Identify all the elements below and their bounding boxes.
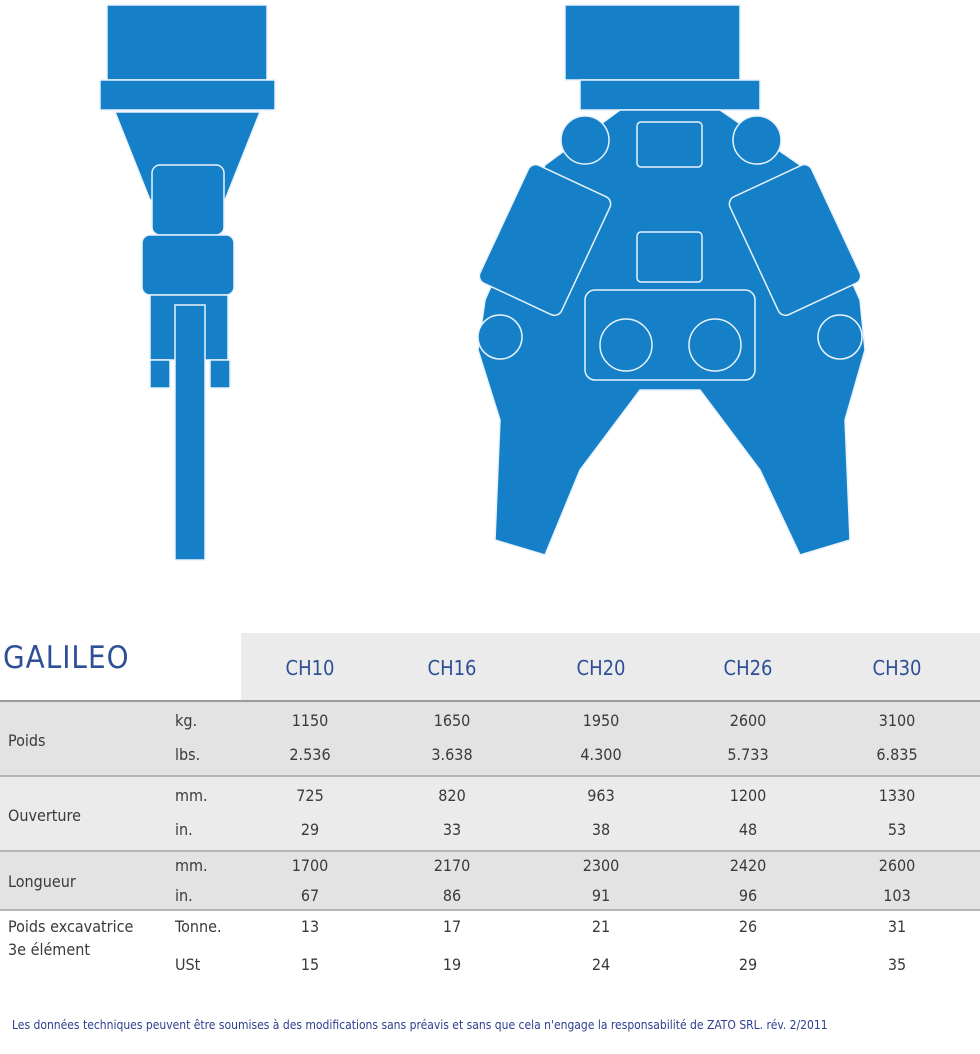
table-cell: 13: [300, 917, 320, 936]
table-cell: 29: [738, 955, 758, 974]
table-cell: 67: [300, 886, 320, 905]
table-cell: 4.300: [580, 745, 622, 764]
row-label: Ouverture: [8, 806, 81, 825]
product-illustration: [99, 4, 866, 561]
table-cell: 2420: [729, 856, 767, 875]
table-cell: 48: [738, 820, 758, 839]
model-header: CH10: [285, 656, 335, 680]
table-cell: 2600: [729, 711, 767, 730]
table-cell: 1330: [878, 786, 916, 805]
table-cell: 15: [300, 955, 320, 974]
unit-label: lbs.: [175, 745, 201, 764]
table-cell: 2300: [582, 856, 620, 875]
table-cell: 820: [438, 786, 466, 805]
table-cell: 3.638: [431, 745, 473, 764]
table-cell: 963: [587, 786, 615, 805]
table-cell: 91: [591, 886, 611, 905]
row-label: Poids: [8, 731, 46, 750]
unit-label: in.: [175, 820, 193, 839]
table-cell: 19: [442, 955, 462, 974]
table-cell: 1700: [291, 856, 329, 875]
front-view-illustration: [477, 4, 866, 556]
table-cell: 29: [300, 820, 320, 839]
table-cell: 17: [442, 917, 462, 936]
unit-label: in.: [175, 886, 193, 905]
model-header: CH26: [723, 656, 773, 680]
side-view-illustration: [99, 4, 276, 561]
row-label: Poids excavatrice: [8, 917, 134, 936]
model-header: CH20: [576, 656, 626, 680]
table-cell: 1650: [433, 711, 471, 730]
table-cell: 38: [591, 820, 611, 839]
model-header: CH16: [427, 656, 477, 680]
unit-label: kg.: [175, 711, 198, 730]
table-cell: 6.835: [876, 745, 918, 764]
table-cell: 2.536: [289, 745, 331, 764]
table-cell: 24: [591, 955, 611, 974]
unit-label: mm.: [175, 856, 208, 875]
disclaimer-footer: Les données techniques peuvent être soum…: [12, 1018, 828, 1032]
model-header: CH30: [872, 656, 922, 680]
table-cell: 1200: [729, 786, 767, 805]
table-cell: 5.733: [727, 745, 769, 764]
table-cell: 3100: [878, 711, 916, 730]
row-label: 3e élément: [8, 940, 90, 959]
table-cell: 96: [738, 886, 758, 905]
table-cell: 1950: [582, 711, 620, 730]
table-cell: 21: [591, 917, 611, 936]
table-cell: 33: [442, 820, 462, 839]
table-cell: 2600: [878, 856, 916, 875]
table-cell: 53: [887, 820, 907, 839]
table-cell: 725: [296, 786, 324, 805]
row-label: Longueur: [8, 872, 76, 891]
table-cell: 35: [887, 955, 907, 974]
table-cell: 2170: [433, 856, 471, 875]
unit-label: USt: [175, 955, 201, 974]
table-cell: 1150: [291, 711, 329, 730]
unit-label: mm.: [175, 786, 208, 805]
unit-label: Tonne.: [175, 917, 222, 936]
table-cell: 86: [442, 886, 462, 905]
product-title: GALILEO: [3, 640, 130, 676]
table-header-band: [241, 633, 980, 701]
table-cell: 31: [887, 917, 907, 936]
table-cell: 103: [883, 886, 911, 905]
table-cell: 26: [738, 917, 758, 936]
